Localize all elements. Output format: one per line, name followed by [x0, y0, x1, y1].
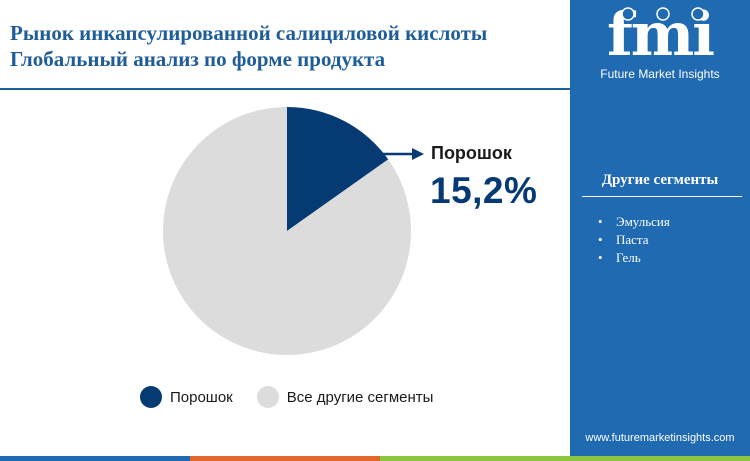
pie-chart — [163, 107, 424, 355]
logo-globe-icon — [621, 7, 705, 21]
bottom-bar-orange — [190, 456, 380, 461]
pie-slices — [163, 107, 412, 355]
side-panel: fmi Future Market Insights Другие сегмен… — [570, 0, 750, 461]
legend-swatch-other — [256, 386, 279, 408]
bottom-bar-blue — [0, 456, 190, 461]
segment-item-gel: Гель — [598, 249, 670, 267]
legend-item-other: Все другие сегменты — [256, 386, 434, 408]
pie-slice-powder — [287, 107, 389, 231]
callout-label: Порошок — [431, 143, 512, 163]
chart-title: Рынок инкапсулированной салициловой кисл… — [10, 20, 565, 72]
other-segments-heading: Другие сегменты — [601, 172, 719, 188]
callout-value: 15,2% — [430, 170, 538, 211]
legend-item-powder: Порошок — [140, 386, 233, 408]
legend-swatch-powder — [140, 386, 162, 408]
legend-label-powder: Порошок — [170, 388, 233, 406]
chart-legend: Порошок Все другие сегменты — [140, 386, 457, 408]
legend-label-other: Все другие сегменты — [286, 388, 434, 406]
callout-arrow-head — [412, 148, 424, 160]
chart-title-line-2: Глобальный анализ по форме продукта — [10, 47, 386, 71]
title-divider — [0, 88, 570, 90]
other-segments-list: Эмульсия Паста Гель — [598, 213, 670, 267]
chart-title-line-1: Рынок инкапсулированной салициловой кисл… — [10, 21, 488, 45]
logo-caption: Future Market Insights — [600, 67, 720, 81]
bottom-color-bar — [0, 456, 750, 461]
website-url: www.futuremarketinsights.com — [585, 432, 735, 444]
panel-divider — [582, 196, 742, 197]
bottom-bar-green — [380, 456, 750, 461]
segment-item-paste: Паста — [598, 231, 670, 249]
callout-arrow — [383, 148, 424, 160]
segment-item-emulsion: Эмульсия — [598, 213, 670, 231]
pie-slice-other — [163, 107, 412, 355]
